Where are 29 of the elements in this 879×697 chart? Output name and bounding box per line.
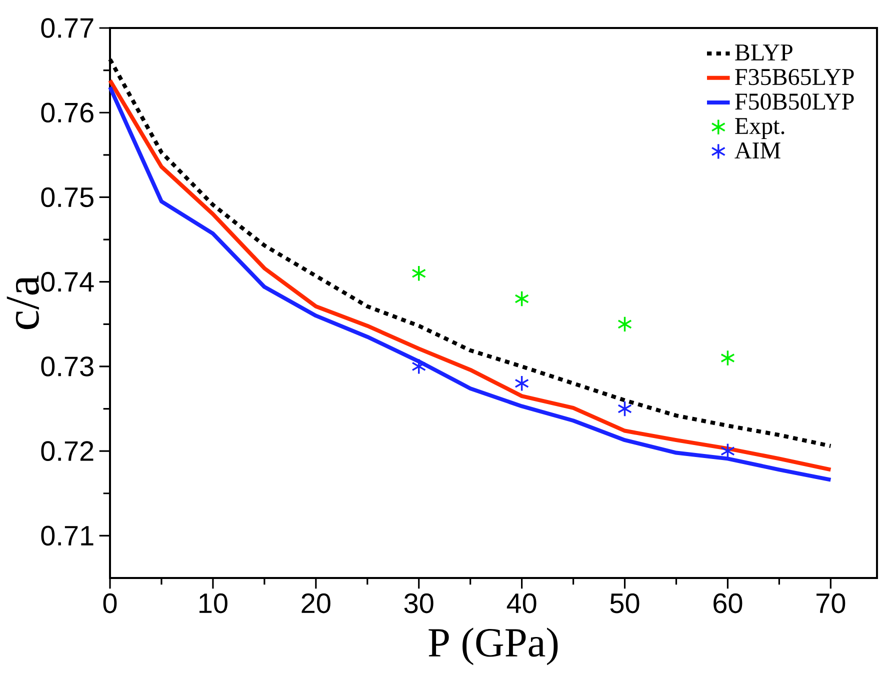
x-axis-title: P (GPa) [428, 628, 558, 666]
x-tick-label: 40 [506, 593, 536, 614]
x-tick-label: 30 [404, 593, 434, 614]
legend-label: Expt. [735, 118, 784, 139]
x-tick-label: 10 [200, 593, 228, 614]
y-tick-label: 0.73 [41, 356, 94, 376]
legend-label: AIM [734, 142, 780, 158]
y-tick-label: 0.72 [41, 441, 94, 461]
legend-label: F50B50LYP [735, 94, 854, 110]
point [514, 375, 530, 392]
y-tick-label: 0.71 [41, 526, 94, 546]
point [618, 400, 632, 417]
point [618, 316, 632, 332]
y-tick-label: 0.76 [41, 102, 94, 123]
x-tick-label: 60 [714, 593, 742, 614]
x-tick-label: 20 [302, 593, 330, 614]
x-tick-label: 70 [816, 593, 846, 614]
y-tick-label: 0.74 [41, 272, 94, 292]
point [412, 358, 426, 375]
legend-label: F35B65LYP [735, 68, 854, 86]
legend-label: BLYP [735, 44, 792, 60]
point [514, 290, 530, 307]
point [412, 265, 426, 282]
y-tick-label: 0.77 [41, 18, 94, 38]
point [720, 350, 735, 366]
x-tick-label: 0 [103, 593, 117, 614]
y-tick-label: 0.75 [41, 187, 94, 208]
y-axis-title: c/a [6, 276, 39, 330]
x-tick-label: 50 [610, 593, 640, 614]
